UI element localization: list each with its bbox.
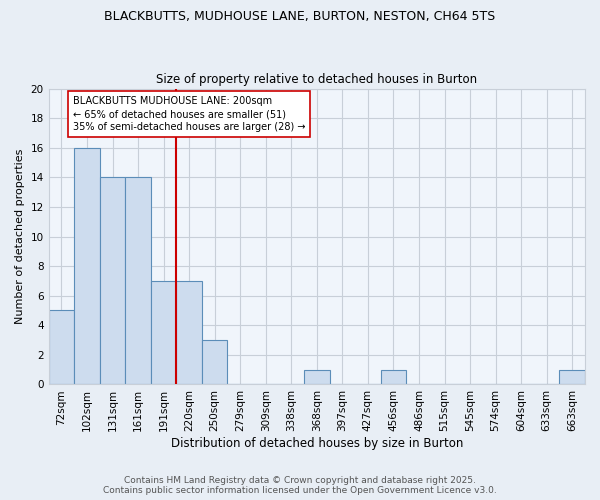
Y-axis label: Number of detached properties: Number of detached properties [15,149,25,324]
Bar [100,178,125,384]
Title: Size of property relative to detached houses in Burton: Size of property relative to detached ho… [156,73,478,86]
Bar [176,281,202,384]
Text: Contains HM Land Registry data © Crown copyright and database right 2025.
Contai: Contains HM Land Registry data © Crown c… [103,476,497,495]
X-axis label: Distribution of detached houses by size in Burton: Distribution of detached houses by size … [170,437,463,450]
Text: BLACKBUTTS, MUDHOUSE LANE, BURTON, NESTON, CH64 5TS: BLACKBUTTS, MUDHOUSE LANE, BURTON, NESTO… [104,10,496,23]
Bar [559,370,585,384]
Bar [151,281,176,384]
Bar [49,310,74,384]
Bar [380,370,406,384]
Text: BLACKBUTTS MUDHOUSE LANE: 200sqm
← 65% of detached houses are smaller (51)
35% o: BLACKBUTTS MUDHOUSE LANE: 200sqm ← 65% o… [73,96,305,132]
Bar [125,178,151,384]
Bar [74,148,100,384]
Bar [202,340,227,384]
Bar [304,370,329,384]
